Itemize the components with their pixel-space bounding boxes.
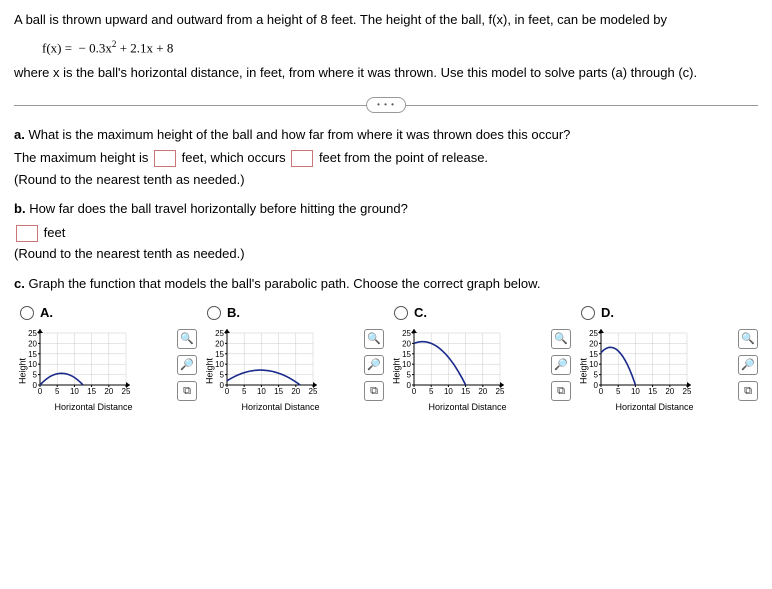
svg-text:25: 25 [496, 387, 505, 396]
x-axis-label: Horizontal Distance [14, 401, 173, 415]
zoom-out-icon[interactable]: 🔎 [738, 355, 758, 375]
y-axis-label: Height [577, 358, 591, 384]
graph-c: Height25201510500510152025Horizontal Dis… [388, 327, 571, 415]
option-label: C. [414, 303, 427, 323]
option-c: C.Height25201510500510152025Horizontal D… [388, 303, 571, 414]
zoom-out-icon[interactable]: 🔎 [364, 355, 384, 375]
svg-text:5: 5 [242, 387, 247, 396]
svg-text:0: 0 [599, 387, 604, 396]
graph-b: Height25201510500510152025Horizontal Dis… [201, 327, 384, 415]
part-a: a. What is the maximum height of the bal… [14, 125, 758, 145]
option-b: B.Height25201510500510152025Horizontal D… [201, 303, 384, 414]
svg-text:5: 5 [594, 370, 599, 379]
svg-text:25: 25 [683, 387, 692, 396]
popout-icon[interactable]: ⧉ [738, 381, 758, 401]
part-b-question: How far does the ball travel horizontall… [29, 201, 408, 216]
svg-text:5: 5 [429, 387, 434, 396]
y-axis-label: Height [390, 358, 404, 384]
popout-icon[interactable]: ⧉ [177, 381, 197, 401]
part-c: c. Graph the function that models the ba… [14, 274, 758, 294]
svg-text:25: 25 [215, 329, 224, 338]
svg-text:5: 5 [407, 370, 412, 379]
part-a-label: a. [14, 127, 25, 142]
svg-text:20: 20 [589, 339, 598, 348]
svg-text:0: 0 [38, 387, 43, 396]
svg-text:20: 20 [291, 387, 300, 396]
svg-text:25: 25 [28, 329, 37, 338]
divider: • • • [14, 95, 758, 115]
radio-d[interactable] [581, 306, 595, 320]
zoom-in-icon[interactable]: 🔍 [551, 329, 571, 349]
zoom-out-icon[interactable]: 🔎 [551, 355, 571, 375]
svg-text:10: 10 [257, 387, 266, 396]
radio-a[interactable] [20, 306, 34, 320]
zoom-in-icon[interactable]: 🔍 [364, 329, 384, 349]
svg-text:25: 25 [589, 329, 598, 338]
svg-text:20: 20 [478, 387, 487, 396]
svg-text:15: 15 [87, 387, 96, 396]
part-a-hint: (Round to the nearest tenth as needed.) [14, 170, 758, 190]
zoom-in-icon[interactable]: 🔍 [738, 329, 758, 349]
svg-text:20: 20 [665, 387, 674, 396]
svg-text:25: 25 [402, 329, 411, 338]
part-b: b. How far does the ball travel horizont… [14, 199, 758, 219]
part-c-question: Graph the function that models the ball'… [28, 276, 540, 291]
svg-text:15: 15 [461, 387, 470, 396]
zoom-in-icon[interactable]: 🔍 [177, 329, 197, 349]
x-axis-label: Horizontal Distance [201, 401, 360, 415]
popout-icon[interactable]: ⧉ [551, 381, 571, 401]
part-b-unit: feet [44, 225, 66, 240]
max-height-input[interactable] [154, 150, 176, 167]
option-label: D. [601, 303, 614, 323]
y-axis-label: Height [16, 358, 30, 384]
svg-text:20: 20 [104, 387, 113, 396]
svg-text:20: 20 [28, 339, 37, 348]
radio-c[interactable] [394, 306, 408, 320]
option-d: D.Height25201510500510152025Horizontal D… [575, 303, 758, 414]
distance-input[interactable] [291, 150, 313, 167]
svg-text:5: 5 [55, 387, 60, 396]
svg-text:15: 15 [274, 387, 283, 396]
part-a-text-1: The maximum height is [14, 150, 148, 165]
graph-d: Height25201510500510152025Horizontal Dis… [575, 327, 758, 415]
svg-text:10: 10 [444, 387, 453, 396]
part-a-question: What is the maximum height of the ball a… [28, 127, 570, 142]
svg-text:10: 10 [631, 387, 640, 396]
zoom-out-icon[interactable]: 🔎 [177, 355, 197, 375]
part-a-text-2: feet, which occurs [182, 150, 286, 165]
horizontal-distance-input[interactable] [16, 225, 38, 242]
option-label: B. [227, 303, 240, 323]
svg-text:20: 20 [215, 339, 224, 348]
svg-text:25: 25 [122, 387, 131, 396]
svg-text:0: 0 [225, 387, 230, 396]
part-a-answer-line: The maximum height is feet, which occurs… [14, 148, 758, 168]
svg-text:25: 25 [309, 387, 318, 396]
radio-b[interactable] [207, 306, 221, 320]
popout-icon[interactable]: ⧉ [364, 381, 384, 401]
svg-text:5: 5 [616, 387, 621, 396]
part-b-hint: (Round to the nearest tenth as needed.) [14, 244, 758, 264]
x-axis-label: Horizontal Distance [575, 401, 734, 415]
problem-formula: f(x) = − 0.3x2 + 2.1x + 8 [14, 38, 758, 58]
svg-text:0: 0 [412, 387, 417, 396]
y-axis-label: Height [203, 358, 217, 384]
x-axis-label: Horizontal Distance [388, 401, 547, 415]
svg-text:5: 5 [33, 370, 38, 379]
svg-text:10: 10 [70, 387, 79, 396]
option-a: A.Height25201510500510152025Horizontal D… [14, 303, 197, 414]
svg-text:15: 15 [648, 387, 657, 396]
part-b-answer-line: feet [14, 223, 758, 243]
option-label: A. [40, 303, 53, 323]
problem-intro-1: A ball is thrown upward and outward from… [14, 10, 758, 30]
part-a-text-3: feet from the point of release. [319, 150, 488, 165]
part-c-label: c. [14, 276, 25, 291]
svg-text:20: 20 [402, 339, 411, 348]
graph-a: Height25201510500510152025Horizontal Dis… [14, 327, 197, 415]
part-b-label: b. [14, 201, 26, 216]
svg-text:5: 5 [220, 370, 225, 379]
graph-options: A.Height25201510500510152025Horizontal D… [14, 303, 758, 414]
problem-intro-2: where x is the ball's horizontal distanc… [14, 63, 758, 83]
expand-button[interactable]: • • • [366, 97, 406, 113]
